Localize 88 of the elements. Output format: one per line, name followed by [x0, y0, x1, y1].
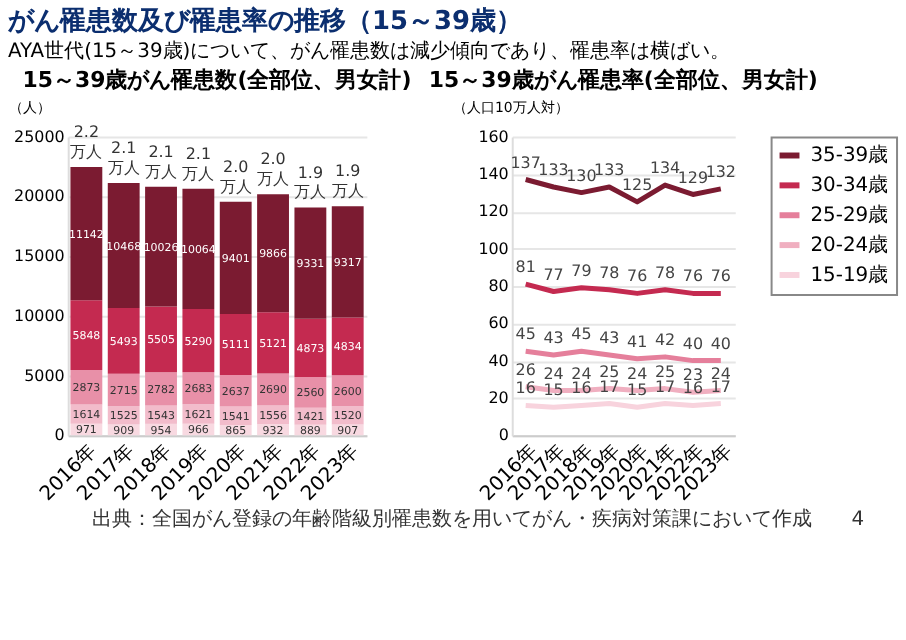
data-label: 25: [599, 362, 620, 381]
data-label: 81: [515, 258, 536, 277]
data-label: 17: [599, 377, 620, 396]
data-label: 45: [571, 325, 592, 344]
data-label: 76: [710, 267, 731, 286]
bar: [294, 207, 327, 319]
chart-title: 15～39歳がん罹患率(全部位、男女計): [428, 66, 818, 93]
y-tick-label: 20: [488, 388, 509, 407]
y-tick-label: 0: [54, 426, 65, 445]
y-tick-label: 80: [488, 276, 509, 295]
bar: [219, 313, 252, 376]
data-label: 24: [543, 364, 564, 383]
data-label: 16: [515, 379, 536, 398]
text: AYA世代(15～39歳)について、がん罹患数は減少傾向であり、罹患率は横ばい。: [7, 38, 731, 63]
data-label: 133: [538, 161, 569, 180]
bar: [331, 206, 364, 318]
data-label: 137: [510, 153, 541, 172]
bar: [219, 201, 252, 314]
bar: [145, 306, 177, 373]
data-label: 16: [571, 379, 592, 398]
bar: [70, 300, 103, 371]
data-label: 43: [543, 329, 564, 348]
y-tick-label: 40: [488, 351, 509, 370]
annotation: 2.1 万人: [182, 145, 215, 183]
bar: [294, 318, 327, 378]
bar: [257, 312, 289, 374]
y-tick-label: 20000: [14, 187, 65, 206]
y-tick-label: 5000: [24, 366, 65, 385]
data-label: 76: [682, 267, 704, 286]
y-tick-label: 25000: [14, 127, 65, 146]
data-label: 16: [682, 379, 704, 398]
y-tick-label: 140: [478, 164, 509, 183]
data-label: 79: [571, 261, 592, 280]
y-tick-label: 60: [488, 314, 509, 333]
data-label: 76: [627, 267, 648, 286]
y-tick-label: 15000: [14, 247, 65, 266]
data-label: 40: [682, 334, 704, 353]
y-tick-label: 10000: [14, 306, 65, 325]
data-label: 78: [654, 263, 676, 282]
legend-label: 35-39歳: [810, 143, 889, 168]
data-label: 15: [543, 381, 564, 400]
data-label: 125: [622, 175, 653, 194]
annotation: 2.2 万人: [70, 123, 103, 162]
text: 出典：全国がん登録の年齢階級別罹患数を用いてがん・疾病対策課において作成 4: [91, 508, 865, 531]
data-label: 17: [710, 377, 731, 396]
data-label: 133: [594, 161, 625, 180]
legend-label: 25-29歳: [810, 203, 889, 228]
legend-label: 30-34歳: [810, 173, 889, 198]
y-tick-label: 160: [478, 127, 509, 146]
data-label: 130: [566, 166, 597, 185]
data-label: 24: [710, 364, 731, 383]
data-label: 24: [571, 364, 592, 383]
bar: [107, 183, 140, 309]
data-label: 25: [654, 362, 676, 381]
data-label: 24: [627, 364, 648, 383]
data-label: 40: [710, 334, 731, 353]
data-label: 43: [599, 329, 620, 348]
bar: [331, 317, 364, 376]
bar: [107, 308, 140, 374]
data-label: 42: [654, 330, 676, 349]
y-tick-label: 120: [478, 202, 509, 221]
bar: [182, 309, 215, 373]
legend-label: 15-19歳: [810, 262, 889, 287]
annotation: 1.9 万人: [331, 162, 364, 201]
annotation: 2.0 万人: [257, 150, 290, 189]
text: がん罹患数及び罹患率の推移（15～39歳）: [5, 5, 522, 38]
legend-label: 20-24歳: [810, 233, 889, 258]
annotation: 1.9 万人: [294, 163, 327, 202]
data-label: 134: [649, 159, 681, 178]
y-tick-label: 0: [498, 426, 509, 445]
bar: [182, 188, 215, 310]
data-label: 26: [515, 360, 536, 379]
data-label: 132: [705, 162, 737, 181]
annotation: 2.0 万人: [219, 157, 252, 196]
data-label: 17: [654, 377, 676, 396]
y-tick-label: 100: [478, 239, 509, 258]
data-label: 45: [515, 325, 536, 344]
annotation: 2.1 万人: [145, 142, 178, 181]
chart-title: 15～39歳がん罹患数(全部位、男女計): [22, 66, 412, 93]
bar: [70, 167, 103, 301]
bar: [257, 194, 289, 313]
bar: [145, 186, 177, 307]
data-label: 78: [599, 263, 620, 282]
data-label: 77: [543, 265, 564, 284]
annotation: 2.1 万人: [107, 139, 140, 178]
data-label: 41: [627, 332, 648, 351]
data-label: 15: [627, 381, 648, 400]
data-label: 129: [677, 168, 709, 187]
